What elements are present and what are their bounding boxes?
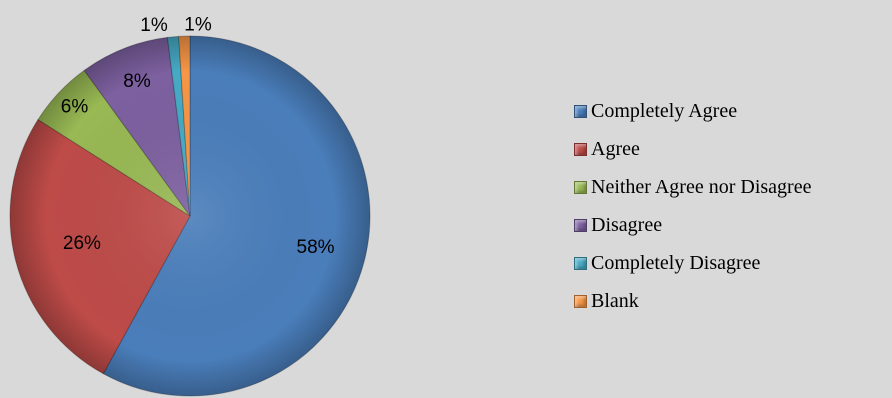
legend-label: Completely Disagree — [591, 251, 761, 274]
legend-item-agree: Agree — [574, 130, 811, 168]
legend-label: Neither Agree nor Disagree — [591, 175, 812, 198]
data-label-completely-disagree: 1% — [140, 15, 168, 36]
legend-label: Disagree — [591, 213, 663, 236]
data-label-completely-agree: 58% — [297, 237, 335, 258]
legend-swatch — [574, 142, 587, 156]
legend-item-completely-disagree: Completely Disagree — [574, 244, 811, 282]
legend-swatch — [574, 104, 587, 118]
legend-swatch — [574, 180, 587, 194]
legend-label: Agree — [591, 137, 640, 160]
data-label-agree: 26% — [63, 233, 101, 254]
data-label-neither: 6% — [61, 97, 89, 118]
legend-label: Blank — [591, 289, 639, 312]
legend-item-disagree: Disagree — [574, 206, 811, 244]
legend-swatch — [574, 294, 587, 308]
legend-swatch — [574, 218, 587, 232]
legend: Completely Agree Agree Neither Agree nor… — [574, 92, 811, 320]
legend-label: Completely Agree — [591, 99, 738, 122]
legend-item-completely-agree: Completely Agree — [574, 92, 811, 130]
data-label-disagree: 8% — [123, 71, 151, 92]
data-label-blank: 1% — [184, 14, 212, 35]
legend-item-neither: Neither Agree nor Disagree — [574, 168, 811, 206]
legend-swatch — [574, 256, 587, 270]
legend-item-blank: Blank — [574, 282, 811, 320]
